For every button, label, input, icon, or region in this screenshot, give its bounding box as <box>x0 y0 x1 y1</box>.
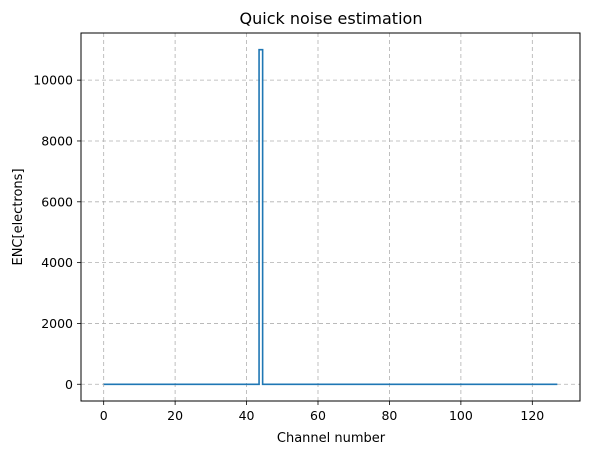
y-tick-label: 4000 <box>41 255 73 270</box>
x-tick-label: 0 <box>100 408 108 423</box>
grid <box>81 33 580 401</box>
y-tick-label: 2000 <box>41 316 73 331</box>
chart-title: Quick noise estimation <box>240 9 423 28</box>
y-tick-label: 6000 <box>41 194 73 209</box>
x-tick-label: 100 <box>449 408 473 423</box>
series-layer <box>103 48 558 386</box>
y-tick-label: 8000 <box>41 133 73 148</box>
y-axis-ticks: 0 2000 4000 6000 8000 10000 <box>33 73 81 392</box>
x-tick-label: 40 <box>239 408 255 423</box>
x-tick-label: 60 <box>310 408 326 423</box>
x-tick-label: 20 <box>167 408 183 423</box>
series-line <box>103 48 558 386</box>
x-tick-label: 80 <box>381 408 397 423</box>
x-axis-label: Channel number <box>277 431 386 446</box>
y-axis-label: ENC[electrons] <box>11 168 26 265</box>
x-axis-ticks: 0 20 40 60 80 100 120 <box>100 401 544 423</box>
y-tick-label: 0 <box>65 377 73 392</box>
plot-frame <box>80 32 581 402</box>
y-tick-label: 10000 <box>33 73 73 88</box>
x-tick-label: 120 <box>520 408 544 423</box>
